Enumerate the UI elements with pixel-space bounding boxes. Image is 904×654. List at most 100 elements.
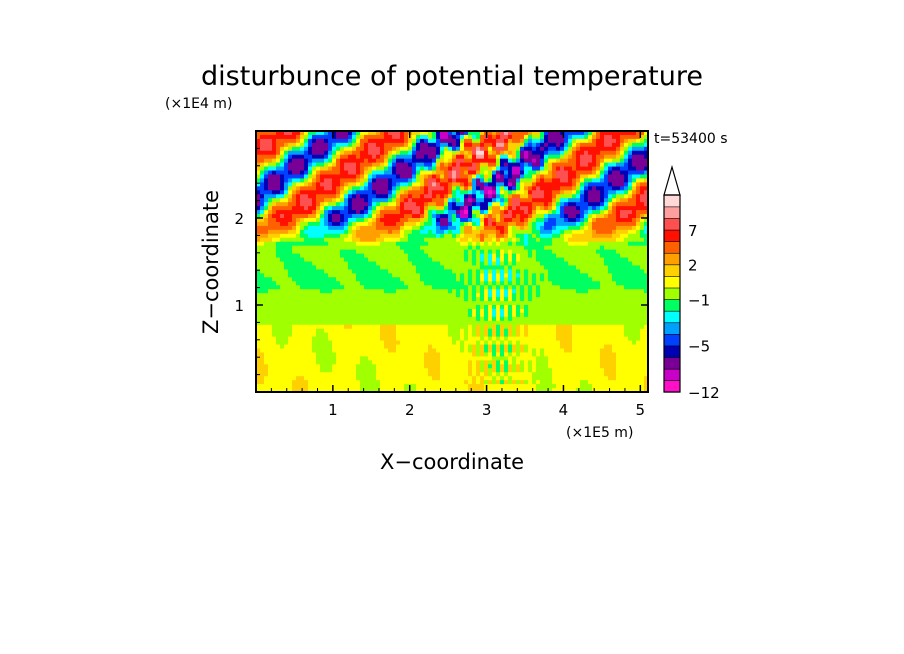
contour-cell <box>480 170 485 175</box>
contour-cell <box>352 233 357 239</box>
contour-cell <box>352 249 357 254</box>
contour-cell <box>524 289 529 294</box>
contour-cell <box>580 190 585 195</box>
contour-cell <box>264 221 269 227</box>
contour-cell <box>392 198 397 203</box>
contour-cell <box>600 154 605 160</box>
contour-cell <box>256 312 261 318</box>
contour-cell <box>304 233 309 239</box>
contour-cell <box>420 150 425 156</box>
contour-cell <box>444 269 449 274</box>
contour-cell <box>616 249 621 254</box>
contour-cell <box>600 225 605 231</box>
contour-cell <box>488 138 493 144</box>
contour-cell <box>400 293 405 298</box>
contour-cell <box>304 131 309 136</box>
contour-cell <box>492 158 497 164</box>
contour-cell <box>380 253 385 258</box>
contour-cell <box>300 142 305 148</box>
contour-cell <box>620 206 625 211</box>
contour-cell <box>508 297 513 302</box>
contour-cell <box>520 293 525 298</box>
contour-cell <box>440 146 445 152</box>
contour-cell <box>340 261 345 266</box>
contour-cell <box>528 269 533 274</box>
contour-cell <box>420 190 425 195</box>
contour-cell <box>576 190 581 195</box>
contour-cell <box>356 178 361 183</box>
contour-cell <box>308 218 313 223</box>
contour-cell <box>476 150 481 156</box>
contour-cell <box>480 198 485 203</box>
contour-cell <box>408 289 413 294</box>
contour-cell <box>544 237 549 243</box>
contour-cell <box>564 154 569 160</box>
contour-cell <box>476 138 481 144</box>
contour-cell <box>492 277 497 282</box>
contour-cell <box>316 229 321 235</box>
contour-cell <box>356 233 361 239</box>
contour-cell <box>584 301 589 306</box>
contour-cell <box>264 233 269 239</box>
contour-cell <box>556 297 561 302</box>
contour-cell <box>364 297 369 302</box>
contour-cell <box>576 154 581 160</box>
contour-cell <box>328 324 333 330</box>
contour-cell <box>276 142 281 148</box>
contour-cell <box>548 206 553 211</box>
contour-cell <box>272 210 277 215</box>
contour-cell <box>484 154 489 160</box>
contour-cell <box>644 162 648 167</box>
contour-cell <box>380 320 385 326</box>
contour-cell <box>564 316 569 322</box>
contour-cell <box>272 134 277 140</box>
contour-cell <box>440 206 445 211</box>
contour-cell <box>368 308 373 314</box>
contour-cell <box>352 178 357 183</box>
contour-cell <box>268 210 273 215</box>
contour-cell <box>388 178 393 183</box>
contour-cell <box>288 261 293 266</box>
contour-cell <box>464 245 469 251</box>
contour-cell <box>416 241 421 247</box>
contour-cell <box>288 305 293 310</box>
contour-cell <box>396 301 401 306</box>
contour-cell <box>628 324 633 330</box>
contour-cell <box>484 202 489 207</box>
contour-cell <box>496 281 501 286</box>
contour-cell <box>272 162 277 167</box>
contour-cell <box>592 214 597 219</box>
contour-cell <box>340 233 345 239</box>
contour-cell <box>332 277 337 282</box>
contour-cell <box>552 170 557 175</box>
contour-cell <box>324 281 329 286</box>
contour-cell <box>552 237 557 243</box>
contour-cell <box>284 194 289 199</box>
contour-cell <box>376 162 381 167</box>
contour-cell <box>404 297 409 302</box>
contour-cell <box>364 221 369 227</box>
contour-cell <box>476 146 481 152</box>
contour-cell <box>616 138 621 144</box>
contour-cell <box>312 233 317 239</box>
contour-cell <box>584 138 589 144</box>
contour-cell <box>528 285 533 290</box>
contour-cell <box>412 166 417 171</box>
contour-cell <box>408 166 413 171</box>
contour-cell <box>540 174 545 179</box>
contour-cell <box>388 285 393 290</box>
contour-cell <box>276 324 281 330</box>
contour-cell <box>592 150 597 156</box>
contour-cell <box>268 218 273 223</box>
contour-cell <box>528 210 533 215</box>
contour-cell <box>356 202 361 207</box>
contour-cell <box>560 182 565 187</box>
contour-cell <box>616 190 621 195</box>
contour-cell <box>412 301 417 306</box>
contour-cell <box>640 257 645 262</box>
contour-cell <box>396 229 401 235</box>
contour-cell <box>268 229 273 235</box>
contour-cell <box>644 142 648 148</box>
contour-cell <box>340 174 345 179</box>
contour-cell <box>604 253 609 258</box>
